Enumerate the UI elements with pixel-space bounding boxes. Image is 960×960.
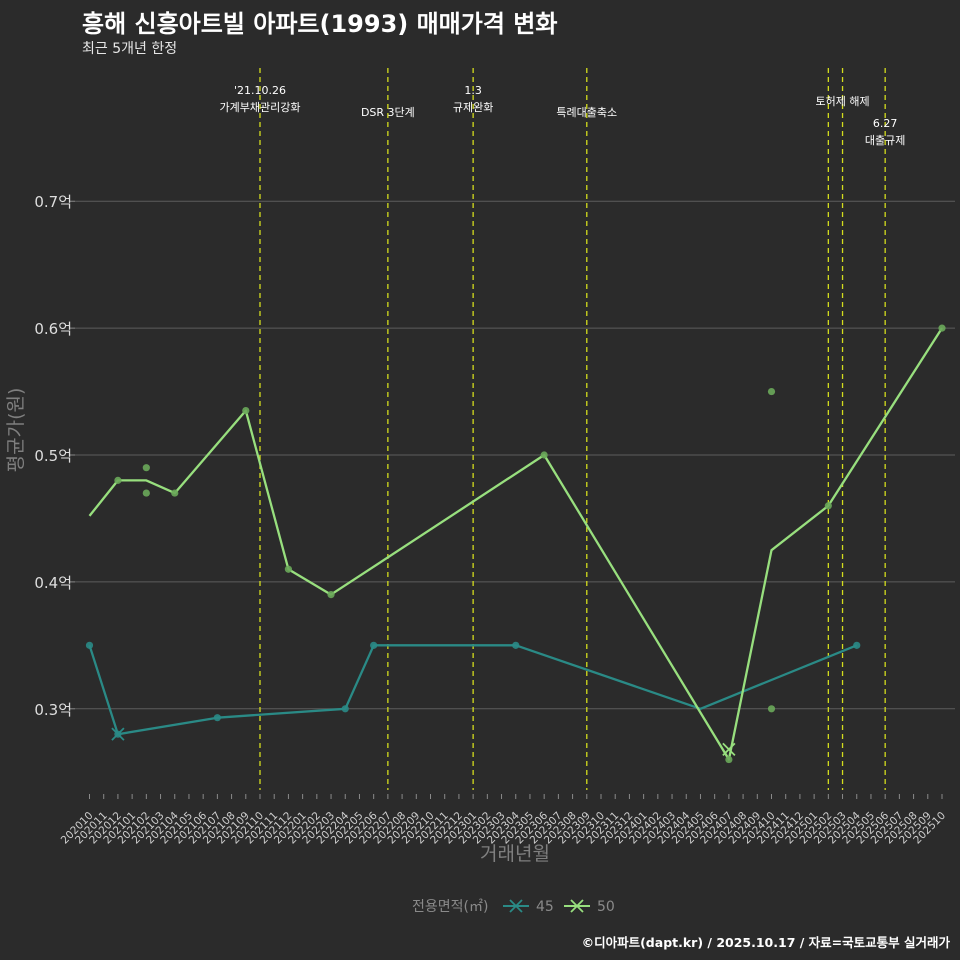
data-point-50 xyxy=(540,451,548,459)
cross-marker-50 xyxy=(722,742,736,757)
data-point-45 xyxy=(512,641,520,649)
x-axis-title: 거래년월 xyxy=(480,843,550,865)
data-point-50 xyxy=(767,387,776,396)
data-point-50 xyxy=(824,502,832,510)
data-point-50 xyxy=(114,476,122,484)
event-label: 토허제 해제 xyxy=(815,94,869,108)
event-label: DSR 3단계 xyxy=(361,106,415,119)
data-point-50 xyxy=(284,565,293,573)
data-point-50 xyxy=(142,464,150,472)
data-point-50 xyxy=(242,407,250,415)
data-point-50 xyxy=(767,705,776,713)
y-tick-label: 0.5억 xyxy=(34,447,72,465)
y-tick-label: 0.4억 xyxy=(34,574,72,592)
event-label: 특례대출축소 xyxy=(556,106,617,119)
data-point-50 xyxy=(327,590,335,599)
series-line-50 xyxy=(88,327,943,761)
data-point-50 xyxy=(171,489,179,497)
legend-key-marker-50 xyxy=(570,899,584,913)
data-point-45 xyxy=(341,705,349,713)
data-point-50 xyxy=(938,324,946,332)
y-axis-title: 평균가(원) xyxy=(5,388,27,473)
y-tick-label: 0.6억 xyxy=(34,320,72,338)
event-label: 규제완화 xyxy=(453,101,493,114)
legend-label-50: 50 xyxy=(597,899,615,915)
source-caption: ©디아파트(dapt.kr) / 2025.10.17 / 자료=국토교통부 실… xyxy=(581,935,950,950)
event-label: 1.3 xyxy=(464,84,482,97)
event-label: 대출규제 xyxy=(865,134,905,147)
data-point-45 xyxy=(85,641,94,649)
data-point-50 xyxy=(142,489,150,497)
chart-subtitle: 최근 5개년 한정 xyxy=(82,41,178,57)
cross-marker-45 xyxy=(111,727,125,741)
legend-title: 전용면적(㎡) xyxy=(412,899,488,915)
y-tick-label: 0.7억 xyxy=(34,193,72,211)
chart-title: 흥해 신흥아트빌 아파트(1993) 매매가격 변화 xyxy=(82,10,558,38)
data-point-45 xyxy=(370,641,378,649)
data-point-50 xyxy=(725,755,733,764)
legend-key-marker-45 xyxy=(509,899,523,913)
legend-label-45: 45 xyxy=(536,899,554,915)
series-line-45 xyxy=(88,644,858,736)
data-point-45 xyxy=(213,714,221,722)
data-point-45 xyxy=(853,641,861,649)
event-label: 가계부채관리강화 xyxy=(220,101,301,114)
event-label: 6.27 xyxy=(873,117,898,130)
y-tick-label: 0.3억 xyxy=(34,701,72,719)
event-label: '21.10.26 xyxy=(234,84,286,97)
